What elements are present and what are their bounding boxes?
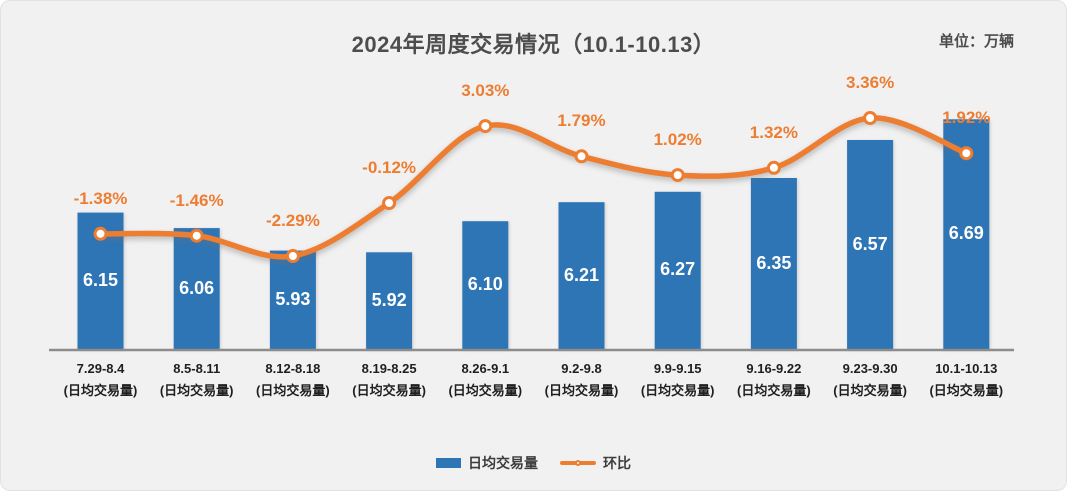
line-marker-8.26-9.1 [478, 119, 493, 134]
x-axis-label: 9.9-9.15 [653, 361, 702, 376]
line-marker-9.23-9.30 [863, 111, 878, 125]
x-axis-sublabel: (日均交易量) [929, 383, 1004, 398]
legend: 日均交易量 环比 [1, 453, 1066, 473]
bar-value-label: 5.93 [275, 288, 311, 309]
bar-9.9-9.15 [654, 191, 701, 349]
pct-change-label: -0.12% [362, 157, 417, 177]
legend-item-bar-series: 日均交易量 [436, 453, 538, 473]
line-marker-9.9-9.15 [670, 168, 685, 183]
x-axis-sublabel: (日均交易量) [833, 383, 907, 398]
x-axis-label: 9.2-9.8 [561, 361, 602, 376]
legend-line-label: 环比 [603, 455, 631, 471]
line-marker-9.2-9.8 [574, 149, 589, 164]
bar-value-label: 5.92 [371, 289, 407, 310]
bar-8.26-9.1 [462, 221, 509, 349]
x-axis-label: 10.1-10.13 [935, 361, 998, 376]
x-axis-sublabel: (日均交易量) [448, 383, 523, 398]
line-marker-8.19-8.25 [382, 196, 397, 210]
line-series-swatch-icon [560, 457, 596, 469]
bar-value-label: 6.35 [756, 252, 792, 273]
bar-value-label: 6.27 [660, 259, 696, 280]
bar-9.2-9.8 [558, 202, 605, 349]
unit-label: 单位：万辆 [938, 33, 1014, 50]
x-axis-sublabel: (日均交易量) [63, 383, 138, 398]
bar-8.12-8.18 [269, 250, 316, 349]
x-axis-label: 8.19-8.25 [361, 361, 417, 376]
pct-change-label: 3.03% [461, 81, 510, 101]
bar-series-swatch-icon [436, 458, 461, 468]
x-axis-sublabel: (日均交易量) [352, 383, 426, 398]
legend-item-line-series: 环比 [560, 453, 631, 473]
line-marker-10.1-10.13 [959, 146, 974, 161]
legend-bar-label: 日均交易量 [468, 455, 538, 471]
line-marker-8.12-8.18 [285, 249, 300, 263]
line-marker-7.29-8.4 [93, 226, 108, 241]
x-axis-label: 8.5-8.11 [173, 361, 221, 376]
pct-change-label: 1.32% [749, 122, 798, 142]
pct-change-line [97, 115, 970, 260]
x-axis-sublabel: (日均交易量) [159, 383, 234, 398]
x-axis-label: 8.12-8.18 [265, 361, 321, 376]
x-axis-label: 9.23-9.30 [842, 361, 898, 376]
x-axis-sublabel: (日均交易量) [544, 383, 619, 398]
pct-change-label: 1.02% [653, 130, 702, 150]
pct-change-label: 1.79% [557, 111, 606, 131]
x-axis-sublabel: (日均交易量) [640, 383, 715, 398]
x-axis-label: 9.16-9.22 [746, 361, 802, 376]
pct-change-label: 3.36% [845, 73, 895, 92]
chart-title: 2024年周度交易情况（10.1-10.13） [351, 32, 716, 57]
bar-value-label: 6.69 [948, 223, 984, 244]
bar-9.16-9.22 [750, 178, 797, 349]
bar-value-label: 6.21 [563, 264, 600, 285]
bar-9.23-9.30 [847, 140, 894, 349]
line-marker-8.5-8.11 [189, 228, 204, 243]
bar-value-label: 6.06 [179, 277, 215, 298]
x-axis-sublabel: (日均交易量) [256, 383, 330, 398]
bar-8.5-8.11 [173, 228, 220, 349]
pct-change-label: -2.29% [265, 210, 320, 230]
line-marker-9.16-9.22 [766, 160, 781, 175]
x-axis-sublabel: (日均交易量) [737, 383, 811, 398]
x-axis-label: 7.29-8.4 [76, 361, 125, 376]
pct-change-label: -1.38% [73, 188, 128, 208]
bar-8.19-8.25 [366, 252, 413, 349]
pct-change-label: 1.92% [942, 108, 991, 128]
x-axis-label: 8.26-9.1 [461, 361, 510, 376]
pct-change-label: -1.46% [169, 190, 224, 210]
bar-value-label: 6.57 [852, 233, 888, 254]
bar-value-label: 6.10 [467, 274, 503, 295]
bar-value-label: 6.15 [82, 269, 119, 290]
